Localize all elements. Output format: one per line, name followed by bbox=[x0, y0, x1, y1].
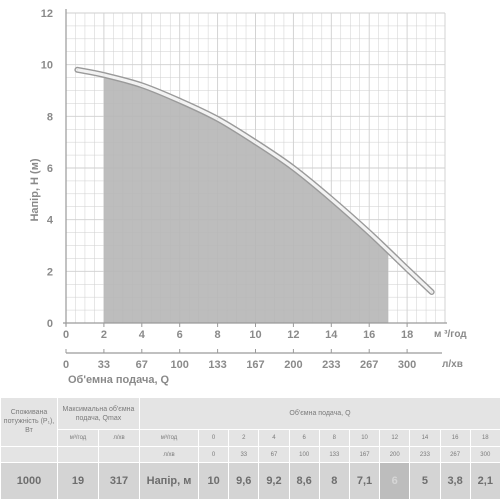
head-value-cell: 6 bbox=[379, 462, 411, 500]
max-flow-m3h-value: 19 bbox=[57, 462, 99, 500]
operating-range-shading bbox=[103, 75, 389, 323]
curve-point bbox=[141, 84, 143, 86]
y-tick-labels: 0 2 4 6 8 10 12 bbox=[41, 8, 54, 330]
x-tick-label-lmin: 167 bbox=[246, 359, 264, 371]
head-value-cell: 9,2 bbox=[258, 462, 290, 500]
y-tick-label: 10 bbox=[41, 60, 53, 72]
x-tick-label-m3h: 10 bbox=[249, 329, 261, 341]
x-unit-lmin-label: л/хв bbox=[442, 359, 463, 370]
x-tick-label-m3h: 16 bbox=[363, 329, 375, 341]
curve-point bbox=[368, 232, 370, 234]
power-header: Споживана потужність (P₁), Вт bbox=[0, 397, 58, 447]
y-tick-label: 8 bbox=[47, 111, 53, 123]
head-value-cell: 8,6 bbox=[288, 462, 320, 500]
x-tick-label-lmin: 100 bbox=[171, 359, 189, 371]
flow-m3h-cell: 12 bbox=[379, 429, 411, 447]
flow-m3h-cell: 0 bbox=[197, 429, 230, 447]
x-tick-label-m3h: 18 bbox=[401, 329, 413, 341]
flow-header: Об'ємна подача, Q bbox=[139, 396, 500, 431]
flow-m3h-cell: 16 bbox=[439, 429, 471, 447]
y-tick-label: 6 bbox=[47, 163, 53, 175]
head-value-cell: 7,1 bbox=[348, 462, 381, 500]
x-tick-label-lmin: 33 bbox=[98, 359, 110, 371]
max-flow-unit-m3h: м³/год bbox=[57, 429, 99, 447]
x-tick-label-m3h: 8 bbox=[215, 329, 221, 341]
flow-m3h-cell: 14 bbox=[409, 429, 441, 447]
max-flow-unit-lmin: л/хв bbox=[98, 429, 140, 447]
x-tick-label-lmin: 233 bbox=[322, 359, 340, 371]
flow-m3h-cell: 4 bbox=[258, 429, 290, 447]
x-tick-label-m3h: 14 bbox=[325, 329, 338, 341]
head-value-cell: 10 bbox=[197, 462, 230, 500]
curve-point bbox=[406, 268, 408, 270]
head-value-cell: 8 bbox=[318, 462, 350, 500]
flow-m3h-cell: 2 bbox=[228, 429, 260, 447]
y-tick-label: 2 bbox=[47, 266, 53, 278]
curve-point bbox=[179, 100, 181, 102]
curve-point bbox=[76, 69, 78, 71]
flow-lmin-cell: 267 bbox=[439, 445, 471, 464]
flow-lmin-cell: 300 bbox=[469, 445, 500, 464]
operating-range-area bbox=[103, 75, 389, 323]
curve-point bbox=[431, 291, 433, 293]
curve-point bbox=[292, 167, 294, 169]
x-tick-labels-lmin: 0 33 67 100 133 167 200 233 267 300 bbox=[63, 349, 416, 371]
flow-lmin-cell: 67 bbox=[258, 445, 290, 464]
head-value-cell: 5 bbox=[409, 462, 441, 500]
flow-lmin-cell: 100 bbox=[288, 445, 320, 464]
flow-m3h-cell: 10 bbox=[348, 429, 381, 447]
head-value-cell: 2,1 bbox=[469, 462, 500, 500]
head-value-cell: 3,8 bbox=[439, 462, 471, 500]
x-tick-label-lmin: 200 bbox=[284, 359, 302, 371]
curve-point bbox=[103, 74, 105, 76]
head-label: Напір, м bbox=[139, 462, 199, 500]
head-value-cell: 9,6 bbox=[228, 462, 260, 500]
max-flow-lmin-value: 317 bbox=[98, 462, 140, 500]
flow-m3h-cell: 18 bbox=[469, 429, 500, 447]
x-tick-label-lmin: 67 bbox=[136, 359, 148, 371]
x-tick-labels-m3h: 0 2 4 6 8 10 12 14 16 18 bbox=[63, 323, 413, 341]
flow-lmin-cell: 0 bbox=[197, 445, 230, 464]
y-tick-label: 12 bbox=[41, 8, 53, 20]
y-axis-label: Напір, H (м) bbox=[29, 158, 41, 221]
flow-lmin-cell: 133 bbox=[318, 445, 350, 464]
flow-lmin-cell: 167 bbox=[348, 445, 381, 464]
x-tick-label-lmin: 300 bbox=[398, 359, 416, 371]
flow-lmin-cell: 33 bbox=[228, 445, 260, 464]
flow-unit-m3h: м³/год bbox=[139, 429, 199, 447]
flow-m3h-cell: 8 bbox=[318, 429, 350, 447]
x-axis-label: Об'емна подача, Q bbox=[68, 374, 170, 386]
x-tick-label-m3h: 12 bbox=[287, 329, 299, 341]
x-tick-label-lmin: 267 bbox=[360, 359, 378, 371]
x-unit-m3h-label: м ³/год bbox=[434, 329, 467, 340]
curve-point bbox=[255, 141, 256, 143]
curve-point bbox=[330, 198, 332, 200]
max-flow-header: Максимальна об'ємна подача, Qmax bbox=[57, 396, 140, 431]
y-tick-label: 4 bbox=[47, 215, 54, 227]
pump-curve-chart: 0 2 4 6 8 10 12 0 2 4 6 8 10 12 14 16 18 0 33 67 100 133 167… bbox=[29, 8, 467, 386]
flow-m3h-cell: 6 bbox=[288, 429, 320, 447]
flow-lmin-cell: 233 bbox=[409, 445, 441, 464]
x-tick-label-m3h: 2 bbox=[101, 329, 107, 341]
power-value: 1000 bbox=[0, 462, 58, 500]
y-tick-label: 0 bbox=[47, 318, 53, 330]
x-tick-label-m3h: 6 bbox=[177, 329, 183, 341]
flow-unit-lmin: л/хв bbox=[139, 445, 199, 464]
pump-head-curve bbox=[74, 66, 435, 295]
performance-table: Споживана потужність (P₁), Вт Максимальн… bbox=[0, 396, 500, 500]
x-tick-label-lmin: 0 bbox=[63, 359, 69, 371]
x-tick-label-m3h: 0 bbox=[63, 329, 69, 341]
x-tick-label-m3h: 4 bbox=[139, 329, 146, 341]
curve-point bbox=[217, 118, 219, 120]
flow-lmin-cell: 200 bbox=[379, 445, 411, 464]
x-tick-label-lmin: 133 bbox=[208, 359, 226, 371]
